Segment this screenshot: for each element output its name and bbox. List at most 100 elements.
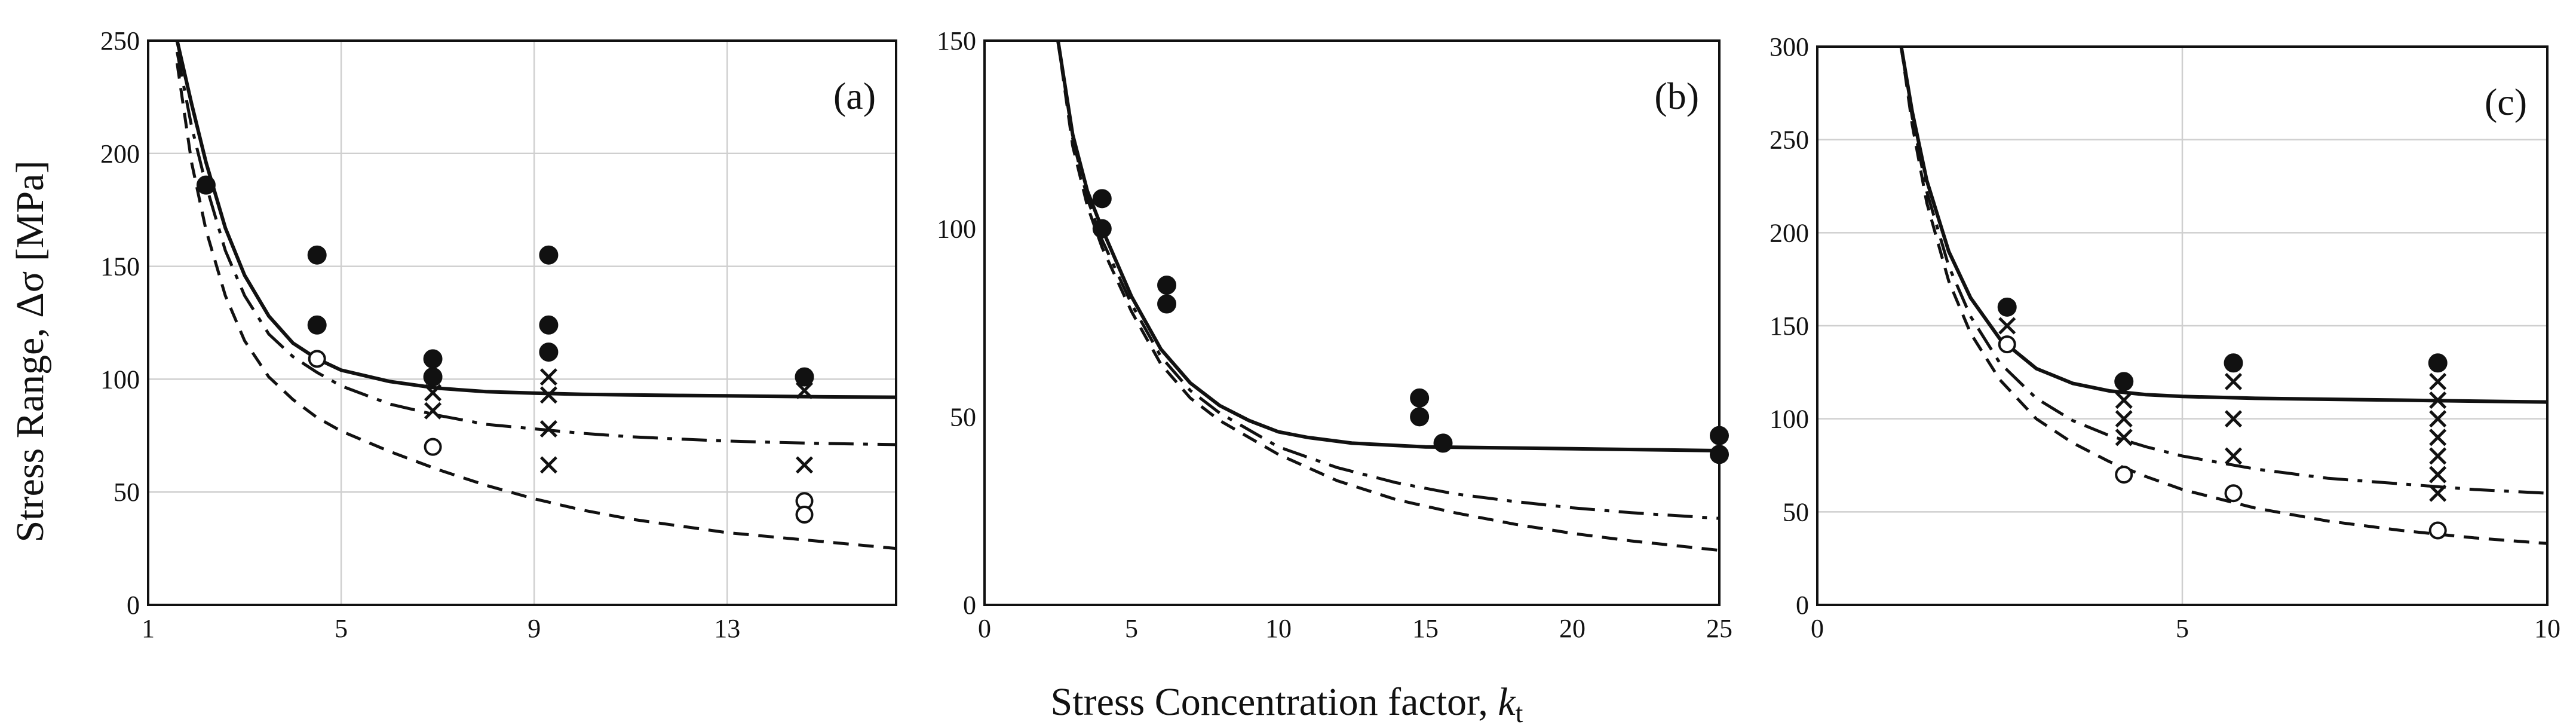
cross-stroke xyxy=(2115,391,2133,409)
data-point-failed xyxy=(795,367,814,387)
y-tick-label: 50 xyxy=(950,402,976,432)
x-tick-label: 10 xyxy=(1265,614,1292,643)
data-point-runout xyxy=(2428,521,2447,540)
panel-label-a: (a) xyxy=(833,75,876,117)
data-point-cross xyxy=(539,368,557,386)
data-point-failed xyxy=(1092,189,1112,209)
cross-stroke xyxy=(539,420,557,438)
data-point-cross xyxy=(539,456,557,474)
data-point-cross xyxy=(795,456,814,474)
data-point-cross xyxy=(2115,410,2133,428)
x-tick-label: 20 xyxy=(1559,614,1586,643)
y-tick-label: 150 xyxy=(937,26,976,56)
cross-stroke xyxy=(539,456,557,474)
data-point-cross xyxy=(2429,429,2447,446)
cross-stroke xyxy=(795,381,814,399)
cross-stroke xyxy=(2225,447,2243,465)
x-tick-label: 9 xyxy=(528,614,541,643)
data-point-failed xyxy=(1092,219,1112,238)
y-tick-label: 200 xyxy=(100,139,140,169)
x-axis-title-subscript: t xyxy=(1516,698,1523,728)
curve-dash-dot xyxy=(1056,40,1720,520)
panel-label-c: (c) xyxy=(2485,81,2527,123)
y-tick-label: 100 xyxy=(1770,405,1809,434)
data-point-cross xyxy=(2115,391,2133,409)
data-point-cross xyxy=(2225,410,2243,428)
data-point-cross xyxy=(2429,484,2447,502)
data-point-failed xyxy=(2224,353,2243,373)
y-tick-label: 0 xyxy=(963,591,976,620)
cross-stroke xyxy=(2429,447,2447,465)
x-tick-label: 1 xyxy=(142,614,155,643)
curve-dashed xyxy=(1900,46,2548,545)
data-point-failed xyxy=(196,175,216,195)
y-tick-label: 250 xyxy=(1770,126,1809,155)
cross-stroke xyxy=(1998,317,2016,335)
cross-stroke xyxy=(539,368,557,386)
data-point-failed xyxy=(1997,297,2017,317)
data-point-failed xyxy=(1157,294,1177,314)
data-point-failed xyxy=(539,315,559,335)
data-point-failed xyxy=(2114,372,2134,391)
cross-stroke xyxy=(2225,372,2243,390)
data-point-cross xyxy=(539,420,557,438)
data-point-cross xyxy=(539,386,557,404)
data-point-failed xyxy=(539,342,559,362)
panel-label-b: (b) xyxy=(1654,75,1699,117)
x-axis-title-gap xyxy=(1488,680,1498,724)
curve-dash-dot xyxy=(176,51,897,446)
cross-stroke xyxy=(539,386,557,404)
data-point-cross xyxy=(2225,372,2243,390)
y-tick-label: 150 xyxy=(100,252,140,282)
cross-stroke xyxy=(2225,410,2243,428)
cross-stroke xyxy=(2429,372,2447,390)
curve-solid xyxy=(1899,46,2548,404)
cross-stroke xyxy=(424,402,442,420)
y-tick-label: 0 xyxy=(1796,591,1809,620)
data-point-failed xyxy=(2428,353,2448,373)
data-point-runout xyxy=(308,350,326,368)
data-point-cross xyxy=(2429,466,2447,484)
y-tick-label: 200 xyxy=(1770,218,1809,247)
y-tick-label: 150 xyxy=(1770,311,1809,341)
data-point-cross xyxy=(424,384,442,402)
data-point-failed xyxy=(423,349,443,369)
data-point-cross xyxy=(795,381,814,399)
y-tick-label: 100 xyxy=(937,215,976,244)
x-tick-label: 5 xyxy=(335,614,348,643)
curve-dashed xyxy=(176,63,897,550)
x-axis-title-symbol: k xyxy=(1498,680,1516,724)
data-point-runout xyxy=(1998,335,2016,354)
plot-frame xyxy=(147,39,897,606)
x-axis-title-text: Stress Concentration factor, xyxy=(1051,680,1488,724)
x-tick-label: 13 xyxy=(714,614,740,643)
cross-stroke xyxy=(2115,410,2133,428)
x-tick-label: 10 xyxy=(2534,614,2560,643)
curve-dash-dot xyxy=(1900,46,2548,495)
data-point-failed xyxy=(1710,426,1729,445)
cross-stroke xyxy=(2115,429,2133,446)
data-point-failed xyxy=(423,367,443,387)
data-point-cross xyxy=(2429,372,2447,390)
data-point-cross xyxy=(1998,317,2016,335)
data-point-cross xyxy=(2429,447,2447,465)
x-tick-label: 0 xyxy=(1811,614,1824,643)
y-tick-label: 100 xyxy=(100,365,140,394)
data-point-runout xyxy=(2115,466,2133,484)
data-point-cross xyxy=(2429,391,2447,409)
x-tick-label: 0 xyxy=(978,614,991,643)
data-point-failed xyxy=(1410,407,1430,427)
y-tick-label: 300 xyxy=(1770,32,1809,62)
data-point-cross xyxy=(424,402,442,420)
data-point-failed xyxy=(1433,433,1453,453)
data-point-runout xyxy=(795,505,814,524)
cross-stroke xyxy=(2429,429,2447,446)
x-axis-title: Stress Concentration factor, kt xyxy=(1051,680,1523,728)
plot-frame xyxy=(1816,45,2549,606)
y-axis-title: Stress Range, Δσ [MPa] xyxy=(8,161,52,543)
curve-solid xyxy=(1056,40,1720,452)
y-tick-label: 50 xyxy=(1783,497,1809,527)
